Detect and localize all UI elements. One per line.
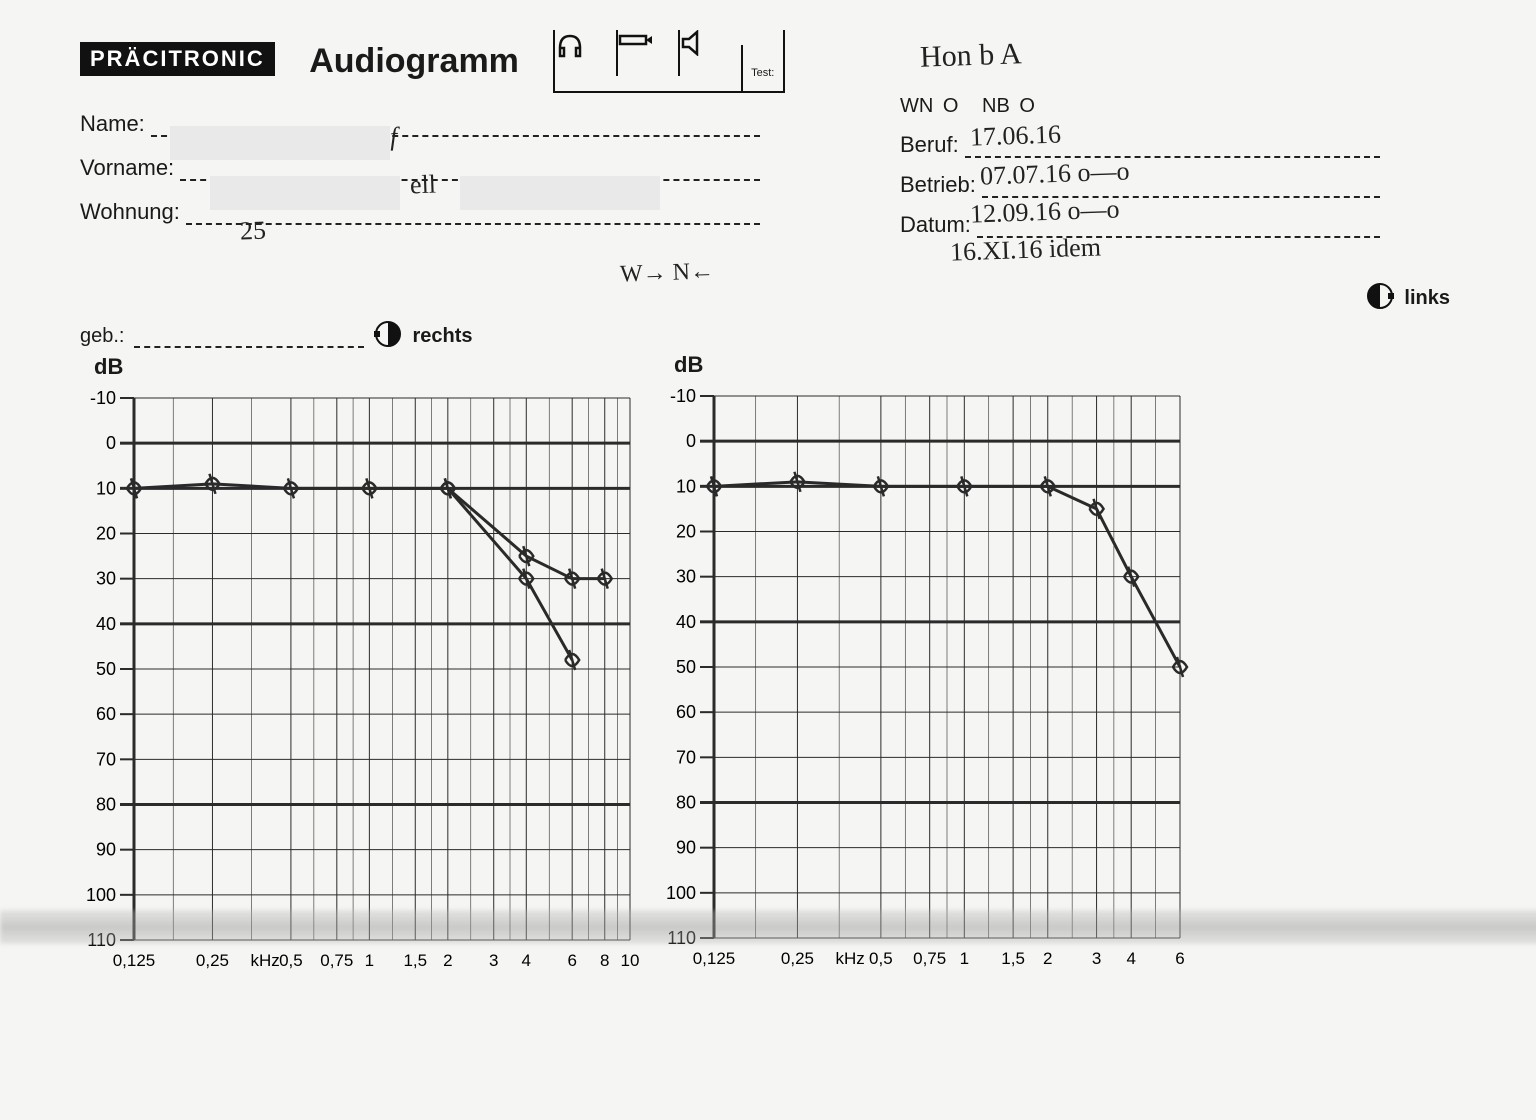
right-block: Hon b A WN O NB O Beruf: Betrieb: Datum:… [900, 55, 1380, 238]
svg-text:1: 1 [365, 951, 374, 970]
svg-text:0,5: 0,5 [279, 951, 303, 970]
form-sheet: PRÄCITRONIC Audiogramm Test: Name: Vorna… [80, 30, 1480, 225]
left-ear-chart: links dB -1001020304050607080901001100,1… [660, 320, 1190, 980]
redaction [170, 126, 390, 160]
svg-text:30: 30 [676, 567, 696, 587]
head-left-icon [1366, 282, 1394, 310]
svg-text:8: 8 [600, 951, 609, 970]
svg-text:0,125: 0,125 [693, 949, 736, 968]
svg-text:2: 2 [1043, 949, 1052, 968]
svg-text:1,5: 1,5 [403, 951, 427, 970]
svg-text:10: 10 [96, 478, 116, 498]
svg-text:40: 40 [96, 614, 116, 634]
svg-text:0: 0 [686, 431, 696, 451]
svg-text:0,5: 0,5 [869, 949, 893, 968]
audiogram-right: -1001020304050607080901001100,1250,25kHz… [80, 380, 640, 980]
svg-text:0,25: 0,25 [781, 949, 814, 968]
beruf-label: Beruf: [900, 132, 959, 158]
svg-text:0: 0 [106, 433, 116, 453]
svg-text:50: 50 [96, 659, 116, 679]
svg-text:90: 90 [676, 838, 696, 858]
svg-text:50: 50 [676, 657, 696, 677]
geb-label: geb.: [80, 325, 124, 348]
svg-text:100: 100 [666, 883, 696, 903]
speaker-icon [678, 30, 736, 76]
svg-text:90: 90 [96, 840, 116, 860]
svg-text:60: 60 [96, 704, 116, 724]
svg-text:1,5: 1,5 [1001, 949, 1025, 968]
svg-text:10: 10 [676, 476, 696, 496]
svg-text:10: 10 [621, 951, 640, 970]
test-icons: Test: [553, 30, 784, 93]
date4: 16.XI.16 idem [950, 232, 1102, 267]
name-scribble: f [389, 122, 397, 152]
date1: 17.06.16 [970, 119, 1062, 152]
charts-row: geb.: rechts dB -10010203040506070809010… [80, 320, 1190, 980]
svg-text:4: 4 [1126, 949, 1135, 968]
wn-label: WN [900, 95, 933, 117]
redaction [460, 176, 660, 210]
date3: 12.09.16 o—o [970, 194, 1120, 229]
wohnung-value: 25 [239, 216, 266, 247]
bone-icon [616, 30, 674, 76]
form-title: Audiogramm [309, 42, 519, 81]
svg-text:kHz: kHz [835, 949, 864, 968]
betrieb-label: Betrieb: [900, 172, 976, 198]
photocopy-smudge [0, 910, 1536, 944]
svg-text:3: 3 [1092, 949, 1101, 968]
svg-text:6: 6 [1175, 949, 1184, 968]
svg-text:70: 70 [676, 747, 696, 767]
svg-text:80: 80 [96, 795, 116, 815]
svg-text:40: 40 [676, 612, 696, 632]
rechts-label: rechts [412, 325, 472, 348]
headphone-icon [555, 30, 611, 76]
svg-text:70: 70 [96, 749, 116, 769]
vorname-label: Vorname: [80, 155, 174, 181]
svg-text:3: 3 [489, 951, 498, 970]
db-label: dB [94, 354, 640, 380]
svg-text:-10: -10 [90, 388, 116, 408]
brand-logo: PRÄCITRONIC [80, 42, 275, 76]
svg-text:60: 60 [676, 702, 696, 722]
name-label: Name: [80, 111, 145, 137]
svg-text:2: 2 [443, 951, 452, 970]
svg-text:0,25: 0,25 [196, 951, 229, 970]
svg-text:20: 20 [96, 524, 116, 544]
redaction [210, 176, 400, 210]
svg-text:80: 80 [676, 793, 696, 813]
svg-text:-10: -10 [670, 386, 696, 406]
svg-text:0,75: 0,75 [913, 949, 946, 968]
svg-text:20: 20 [676, 522, 696, 542]
center-scribble: W→ N← [620, 258, 715, 288]
svg-text:4: 4 [522, 951, 531, 970]
signature: Hon b A [919, 37, 1022, 75]
wn-circle: O [943, 95, 959, 117]
svg-text:kHz: kHz [250, 951, 279, 970]
svg-text:30: 30 [96, 569, 116, 589]
head-right-icon [374, 320, 402, 348]
nb-label: NB [982, 95, 1010, 117]
svg-text:100: 100 [86, 885, 116, 905]
test-label: Test: [741, 45, 783, 91]
svg-text:6: 6 [567, 951, 576, 970]
svg-text:0,125: 0,125 [113, 951, 156, 970]
audiogram-left: -1001020304050607080901001100,1250,25kHz… [660, 378, 1190, 978]
svg-text:1: 1 [960, 949, 969, 968]
vorname-value: ell [409, 170, 436, 201]
datum-label: Datum: [900, 212, 971, 238]
right-ear-chart: geb.: rechts dB -10010203040506070809010… [80, 320, 640, 980]
links-label: links [1404, 287, 1450, 310]
date2: 07.07.16 o—o [980, 156, 1130, 191]
svg-text:0,75: 0,75 [320, 951, 353, 970]
db-label: dB [674, 352, 1190, 378]
nb-circle: O [1019, 95, 1035, 117]
wohnung-label: Wohnung: [80, 199, 180, 225]
